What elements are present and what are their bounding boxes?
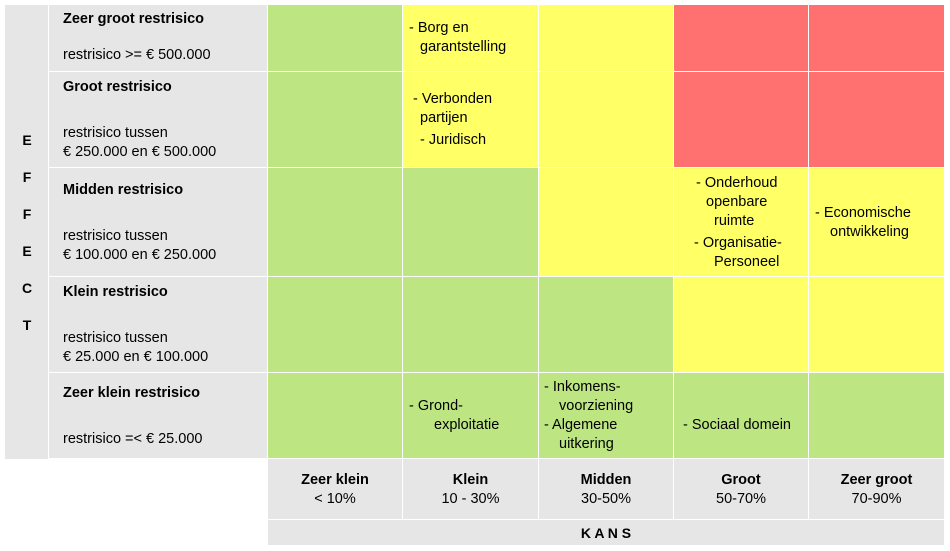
column-range: 10 - 30% xyxy=(441,491,500,507)
row-title: Zeer klein restrisico xyxy=(63,385,201,401)
risk-cell xyxy=(674,5,809,72)
risk-cell: - Verbonden partijen - Juridisch xyxy=(403,72,539,168)
risk-cell xyxy=(539,72,674,168)
risk-item: - Grond- xyxy=(409,398,463,414)
column-title: Zeer groot xyxy=(840,472,913,488)
column-title: Groot xyxy=(721,472,761,488)
risk-cell: - Inkomens- voorziening - Algemene uitke… xyxy=(539,373,674,459)
column-header-groot: Groot 50-70% xyxy=(674,459,809,520)
row-label-klein: Klein restrisico restrisico tussen € 25.… xyxy=(49,277,268,373)
risk-item: - Onderhoud xyxy=(696,175,778,191)
risk-cell: - Economische ontwikkeling xyxy=(809,168,945,277)
risk-item: voorziening xyxy=(559,398,634,414)
column-range: 30-50% xyxy=(581,491,631,507)
row-label-zeer-klein: Zeer klein restrisico restrisico =< € 25… xyxy=(49,373,268,459)
risk-cell xyxy=(809,72,945,168)
effect-letter: E xyxy=(22,243,32,259)
column-range: 70-90% xyxy=(851,491,902,507)
column-header-zeer-groot: Zeer groot 70-90% xyxy=(809,459,945,520)
risk-item: ontwikkeling xyxy=(830,224,909,240)
column-range: < 10% xyxy=(314,491,356,507)
row-desc: restrisico tussen xyxy=(63,125,168,141)
effect-axis-label: E F F E C T xyxy=(5,5,49,459)
risk-cell: - Grond- exploitatie xyxy=(403,373,539,459)
risk-item: - Inkomens- xyxy=(544,379,621,395)
risk-item: partijen xyxy=(420,110,468,126)
risk-cell xyxy=(809,277,945,373)
risk-item: openbare xyxy=(706,194,768,210)
risk-cell xyxy=(539,5,674,72)
column-header-midden: Midden 30-50% xyxy=(539,459,674,520)
row-label-groot: Groot restrisico restrisico tussen € 250… xyxy=(49,72,268,168)
risk-item: - Organisatie- xyxy=(694,235,782,251)
effect-letter: E xyxy=(22,132,32,148)
risk-cell xyxy=(268,277,403,373)
risk-item: uitkering xyxy=(559,436,614,452)
effect-letter: F xyxy=(22,169,32,185)
kans-label-text: K A N S xyxy=(580,525,632,541)
effect-letter: F xyxy=(22,206,32,222)
column-range: 50-70% xyxy=(716,491,766,507)
kans-axis-label: K A N S xyxy=(268,520,945,546)
row-title: Groot restrisico xyxy=(63,79,172,95)
row-desc: € 100.000 en € 250.000 xyxy=(63,247,217,263)
risk-cell xyxy=(268,373,403,459)
row-label-zeer-groot: Zeer groot restrisico restrisico >= € 50… xyxy=(49,5,268,72)
risk-item: - Algemene xyxy=(544,417,618,433)
risk-cell xyxy=(403,168,539,277)
risk-item: garantstelling xyxy=(420,39,507,55)
effect-letter: C xyxy=(21,280,33,296)
row-title: Zeer groot restrisico xyxy=(63,11,205,27)
risk-cell xyxy=(674,277,809,373)
column-header-zeer-klein: Zeer klein < 10% xyxy=(268,459,403,520)
risk-item: - Juridisch xyxy=(420,132,487,148)
risk-cell: - Borg en garantstelling xyxy=(403,5,539,72)
column-header-klein: Klein 10 - 30% xyxy=(403,459,539,520)
risk-item: - Economische xyxy=(815,205,911,221)
risk-cell xyxy=(539,277,674,373)
risk-cell xyxy=(809,5,945,72)
risk-item: ruimte xyxy=(714,213,755,229)
risk-cell: - Onderhoud openbare ruimte - Organisati… xyxy=(674,168,809,277)
column-title: Klein xyxy=(452,472,489,488)
risk-item: - Sociaal domein xyxy=(683,417,791,433)
row-desc: restrisico tussen xyxy=(63,228,168,244)
effect-letter: T xyxy=(22,317,32,333)
risk-item: exploitatie xyxy=(434,417,500,433)
risk-cell xyxy=(539,168,674,277)
risk-cell xyxy=(674,72,809,168)
risk-cell: - Sociaal domein xyxy=(674,373,809,459)
row-desc: restrisico =< € 25.000 xyxy=(63,431,203,447)
risk-item: Personeel xyxy=(714,254,780,270)
column-title: Midden xyxy=(580,472,632,488)
row-desc: restrisico tussen xyxy=(63,330,168,346)
risk-cell xyxy=(403,277,539,373)
column-title: Zeer klein xyxy=(301,472,369,488)
row-desc: € 250.000 en € 500.000 xyxy=(63,144,217,160)
risk-item: - Verbonden xyxy=(413,91,493,107)
row-label-midden: Midden restrisico restrisico tussen € 10… xyxy=(49,168,268,277)
risk-cell xyxy=(268,72,403,168)
risk-cell xyxy=(809,373,945,459)
row-title: Midden restrisico xyxy=(63,182,184,198)
row-title: Klein restrisico xyxy=(63,284,168,300)
row-desc: € 25.000 en € 100.000 xyxy=(63,349,209,365)
risk-item: - Borg en xyxy=(409,20,469,36)
risk-cell xyxy=(268,168,403,277)
risk-cell xyxy=(268,5,403,72)
row-desc: restrisico >= € 500.000 xyxy=(63,47,211,63)
